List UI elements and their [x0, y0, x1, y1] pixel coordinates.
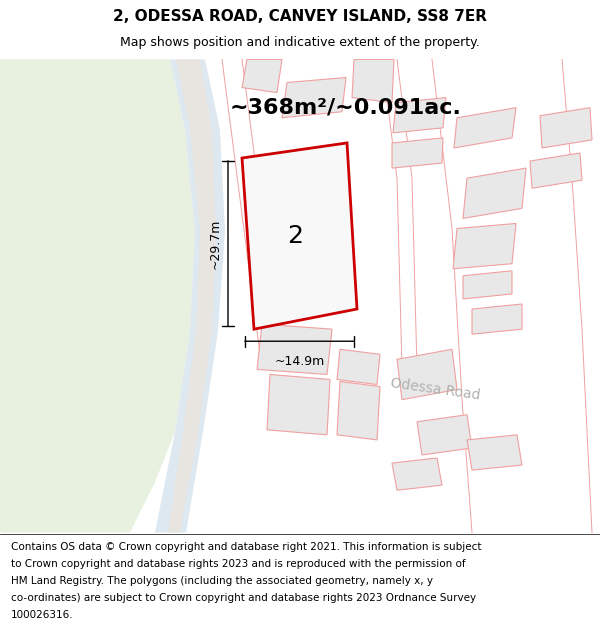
Polygon shape: [393, 98, 446, 133]
Polygon shape: [392, 458, 442, 490]
Text: 2, ODESSA ROAD, CANVEY ISLAND, SS8 7ER: 2, ODESSA ROAD, CANVEY ISLAND, SS8 7ER: [113, 9, 487, 24]
Text: ~29.7m: ~29.7m: [209, 218, 222, 269]
Text: 2: 2: [287, 224, 303, 248]
Polygon shape: [242, 59, 282, 92]
Polygon shape: [267, 374, 330, 435]
Text: Contains OS data © Crown copyright and database right 2021. This information is : Contains OS data © Crown copyright and d…: [11, 542, 481, 552]
Polygon shape: [0, 59, 195, 532]
Polygon shape: [250, 173, 346, 317]
Polygon shape: [540, 107, 592, 148]
Polygon shape: [467, 435, 522, 470]
Polygon shape: [454, 107, 516, 148]
Polygon shape: [257, 324, 332, 374]
Polygon shape: [463, 271, 512, 299]
Text: Odessa Road: Odessa Road: [389, 376, 481, 402]
Polygon shape: [337, 381, 380, 440]
Polygon shape: [282, 78, 346, 118]
Polygon shape: [417, 415, 472, 455]
Polygon shape: [155, 59, 225, 532]
Polygon shape: [472, 304, 522, 334]
Text: HM Land Registry. The polygons (including the associated geometry, namely x, y: HM Land Registry. The polygons (includin…: [11, 576, 433, 586]
Polygon shape: [397, 349, 457, 399]
Polygon shape: [168, 59, 216, 532]
Polygon shape: [337, 349, 380, 384]
Polygon shape: [530, 153, 582, 188]
Polygon shape: [392, 138, 443, 168]
Polygon shape: [352, 59, 394, 102]
Text: to Crown copyright and database rights 2023 and is reproduced with the permissio: to Crown copyright and database rights 2…: [11, 559, 466, 569]
Polygon shape: [242, 143, 357, 329]
Text: ~14.9m: ~14.9m: [274, 356, 325, 368]
Text: co-ordinates) are subject to Crown copyright and database rights 2023 Ordnance S: co-ordinates) are subject to Crown copyr…: [11, 593, 476, 603]
Polygon shape: [463, 168, 526, 218]
Text: ~368m²/~0.091ac.: ~368m²/~0.091ac.: [230, 98, 462, 118]
Polygon shape: [453, 224, 516, 269]
Text: 100026316.: 100026316.: [11, 610, 73, 620]
Text: Map shows position and indicative extent of the property.: Map shows position and indicative extent…: [120, 36, 480, 49]
